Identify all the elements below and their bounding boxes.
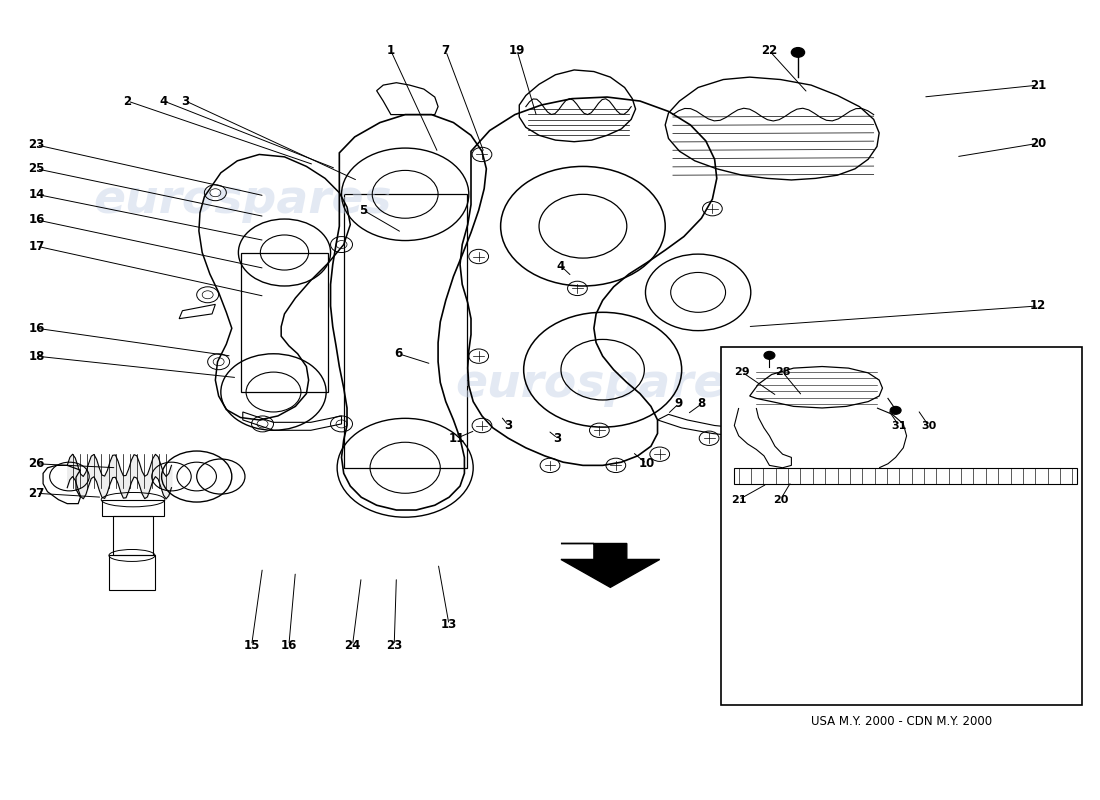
Circle shape — [764, 351, 774, 359]
Text: 17: 17 — [29, 240, 45, 253]
Text: 1: 1 — [387, 44, 395, 58]
Text: 2: 2 — [123, 94, 132, 107]
Circle shape — [791, 48, 804, 57]
Text: 14: 14 — [29, 188, 45, 201]
Polygon shape — [561, 543, 660, 587]
Text: 3: 3 — [553, 432, 562, 445]
Text: 19: 19 — [509, 44, 526, 58]
Text: 29: 29 — [734, 367, 750, 377]
Text: 20: 20 — [772, 494, 788, 505]
Text: 16: 16 — [29, 322, 45, 334]
Text: eurospares: eurospares — [455, 362, 755, 406]
Text: 26: 26 — [29, 458, 45, 470]
Text: 6: 6 — [395, 347, 403, 360]
Text: 25: 25 — [29, 162, 45, 175]
Text: 21: 21 — [1030, 78, 1046, 91]
Text: USA M.Y. 2000 - CDN M.Y. 2000: USA M.Y. 2000 - CDN M.Y. 2000 — [811, 715, 992, 728]
Text: 22: 22 — [761, 44, 778, 58]
Text: 23: 23 — [386, 639, 403, 652]
Text: 18: 18 — [29, 350, 45, 362]
Text: 9: 9 — [674, 398, 682, 410]
Circle shape — [890, 406, 901, 414]
Text: 8: 8 — [697, 398, 705, 410]
Text: 15: 15 — [243, 639, 260, 652]
Text: 27: 27 — [29, 486, 45, 500]
Text: 23: 23 — [29, 138, 45, 151]
Text: 11: 11 — [449, 432, 465, 445]
Text: 10: 10 — [638, 458, 654, 470]
Text: 24: 24 — [344, 639, 361, 652]
Text: 21: 21 — [732, 494, 747, 505]
Text: 4: 4 — [557, 259, 565, 273]
Text: 13: 13 — [441, 618, 458, 631]
Text: 12: 12 — [1030, 299, 1046, 313]
Text: 31: 31 — [891, 421, 906, 430]
Text: eurospares: eurospares — [94, 178, 392, 223]
Text: 16: 16 — [280, 639, 297, 652]
Text: 30: 30 — [921, 421, 936, 430]
Text: 4: 4 — [160, 94, 168, 107]
Text: 28: 28 — [774, 367, 791, 377]
FancyBboxPatch shape — [722, 346, 1082, 705]
Text: 7: 7 — [442, 44, 450, 58]
Text: 3: 3 — [182, 94, 190, 107]
Text: 5: 5 — [360, 204, 367, 217]
Text: 3: 3 — [504, 419, 513, 432]
Text: 16: 16 — [29, 214, 45, 226]
Text: 20: 20 — [1030, 137, 1046, 150]
